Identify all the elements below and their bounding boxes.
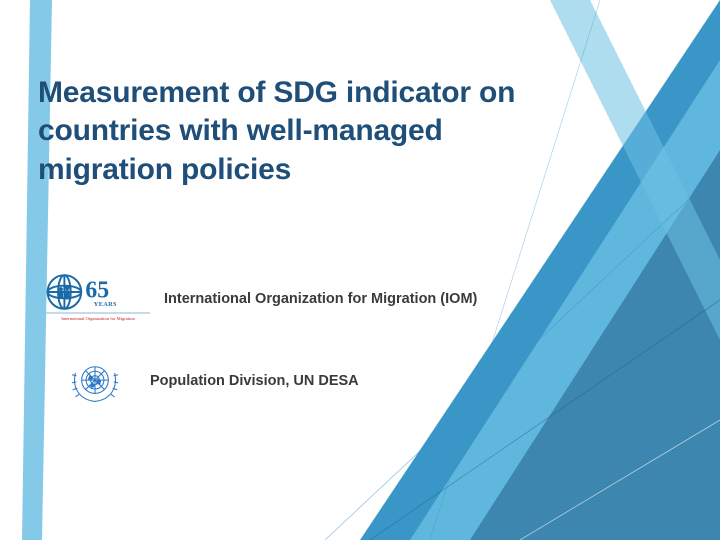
iom-logo-icon: 65 YEARS International Organization for … <box>38 271 158 327</box>
svg-text:YEARS: YEARS <box>94 301 117 308</box>
svg-text:International Organization for: International Organization for Migration <box>61 316 135 321</box>
org-label-iom: International Organization for Migration… <box>164 291 477 307</box>
content-area: Measurement of SDG indicator on countrie… <box>38 74 540 435</box>
slide: Measurement of SDG indicator on countrie… <box>0 0 720 540</box>
org-label-undesa: Population Division, UN DESA <box>150 373 359 389</box>
org-row-undesa: Population Division, UN DESA <box>38 357 540 405</box>
svg-text:65: 65 <box>85 278 109 304</box>
un-logo-icon <box>68 357 122 405</box>
org-row-iom: 65 YEARS International Organization for … <box>38 271 540 327</box>
slide-title: Measurement of SDG indicator on countrie… <box>38 74 540 189</box>
